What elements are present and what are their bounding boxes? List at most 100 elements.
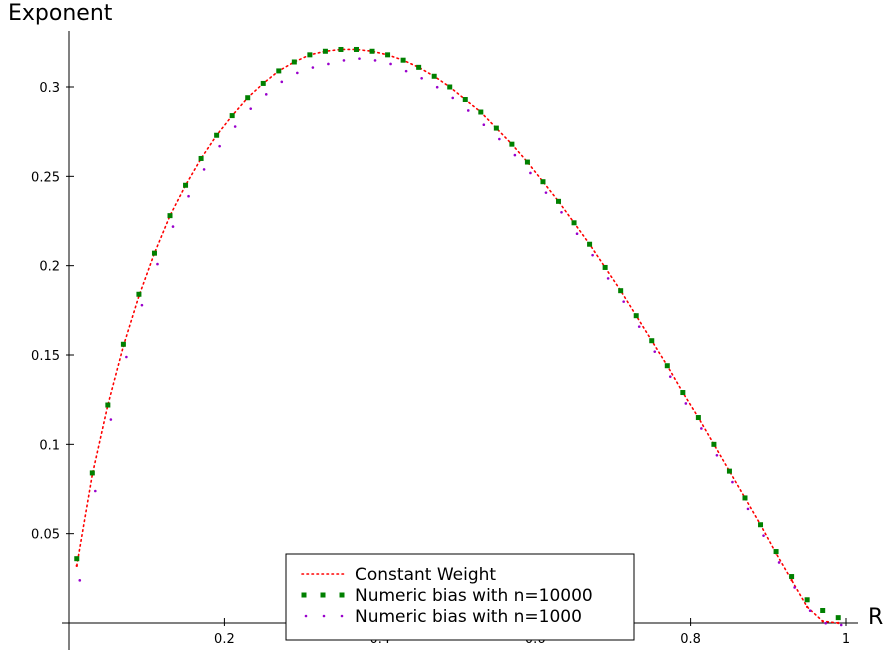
data-point bbox=[602, 264, 608, 270]
data-point bbox=[105, 402, 111, 408]
data-point bbox=[618, 288, 624, 294]
data-point bbox=[668, 375, 672, 378]
legend-swatch bbox=[320, 592, 326, 598]
data-point bbox=[684, 402, 688, 405]
data-point bbox=[202, 168, 206, 171]
data-point bbox=[606, 277, 610, 280]
data-point bbox=[229, 113, 235, 119]
data-point bbox=[167, 213, 173, 219]
data-point bbox=[478, 109, 484, 115]
data-point bbox=[556, 198, 562, 204]
data-point bbox=[75, 564, 78, 568]
data-point bbox=[762, 534, 765, 537]
data-point bbox=[151, 250, 157, 256]
data-point bbox=[233, 125, 237, 128]
data-point bbox=[789, 574, 795, 580]
data-point bbox=[513, 153, 517, 157]
y-tick-label: 0.15 bbox=[31, 349, 60, 364]
data-point bbox=[140, 303, 144, 307]
legend-swatch bbox=[322, 614, 326, 618]
data-point bbox=[416, 64, 422, 70]
x-axis-label: R bbox=[868, 605, 883, 630]
data-point bbox=[218, 144, 221, 148]
data-point bbox=[94, 489, 97, 493]
data-point bbox=[790, 578, 793, 582]
legend-entry: Numeric bias with n=10000 bbox=[301, 586, 593, 606]
data-point bbox=[824, 621, 827, 625]
legend-swatch bbox=[304, 614, 308, 618]
data-point bbox=[307, 52, 313, 58]
data-point bbox=[835, 615, 841, 621]
data-point bbox=[451, 96, 455, 100]
data-point bbox=[700, 427, 703, 430]
data-point bbox=[560, 210, 563, 214]
legend-label: Numeric bias with n=10000 bbox=[355, 586, 593, 606]
data-point bbox=[837, 621, 840, 625]
data-point bbox=[369, 48, 375, 54]
data-point bbox=[291, 59, 297, 65]
data-point bbox=[198, 155, 204, 161]
data-point bbox=[420, 76, 423, 80]
data-point bbox=[746, 507, 750, 511]
data-point bbox=[431, 73, 437, 79]
data-point bbox=[839, 623, 843, 627]
legend-label: Numeric bias with n=1000 bbox=[355, 607, 582, 627]
data-point bbox=[156, 262, 159, 266]
data-point bbox=[715, 453, 719, 457]
data-point bbox=[575, 232, 579, 236]
data-point bbox=[529, 171, 532, 175]
y-tick-label: 0.05 bbox=[31, 528, 60, 543]
data-point bbox=[591, 253, 594, 257]
data-point bbox=[821, 620, 824, 623]
legend-entry: Numeric bias with n=1000 bbox=[304, 607, 582, 627]
data-point bbox=[805, 605, 809, 609]
data-point bbox=[435, 85, 439, 89]
data-point bbox=[276, 68, 282, 74]
data-point bbox=[400, 57, 406, 63]
data-point bbox=[820, 607, 826, 613]
data-point bbox=[373, 59, 377, 62]
data-point bbox=[322, 48, 328, 54]
data-point bbox=[109, 418, 113, 421]
data-point bbox=[404, 69, 408, 73]
data-point bbox=[358, 57, 361, 60]
data-point bbox=[680, 390, 686, 396]
x-tick-label: 0.2 bbox=[214, 632, 235, 647]
y-tick-label: 0.2 bbox=[39, 260, 60, 275]
data-point bbox=[120, 341, 126, 347]
data-point bbox=[777, 561, 781, 564]
data-point bbox=[664, 363, 670, 369]
data-point bbox=[758, 522, 764, 528]
data-point bbox=[245, 95, 251, 101]
data-point bbox=[462, 97, 468, 103]
data-point bbox=[338, 46, 344, 52]
data-point bbox=[260, 80, 266, 86]
data-point bbox=[342, 59, 346, 62]
y-axis-ticks: 0.05 0.1 0.15 0.2 0.25 0.3 bbox=[31, 81, 74, 543]
y-tick-label: 0.1 bbox=[39, 438, 60, 453]
data-point bbox=[280, 80, 284, 84]
data-point bbox=[540, 179, 546, 185]
data-point bbox=[311, 66, 315, 69]
data-point bbox=[726, 468, 732, 474]
data-point bbox=[136, 291, 142, 297]
y-tick-label: 0.3 bbox=[39, 81, 60, 96]
data-point bbox=[633, 313, 639, 319]
series-2 bbox=[74, 46, 841, 621]
legend-label: Constant Weight bbox=[355, 565, 496, 585]
data-point bbox=[482, 123, 486, 127]
data-point bbox=[695, 415, 701, 421]
legend-swatch bbox=[339, 592, 345, 598]
data-point bbox=[637, 325, 641, 328]
data-point bbox=[327, 62, 330, 66]
data-point bbox=[498, 137, 501, 141]
data-point bbox=[622, 300, 625, 303]
data-point bbox=[544, 191, 548, 194]
y-tick-label: 0.25 bbox=[31, 170, 60, 185]
data-point bbox=[742, 495, 748, 501]
legend-swatch bbox=[301, 592, 307, 598]
data-point bbox=[89, 470, 95, 476]
series-1 bbox=[75, 48, 840, 625]
legend-swatch bbox=[340, 614, 344, 618]
